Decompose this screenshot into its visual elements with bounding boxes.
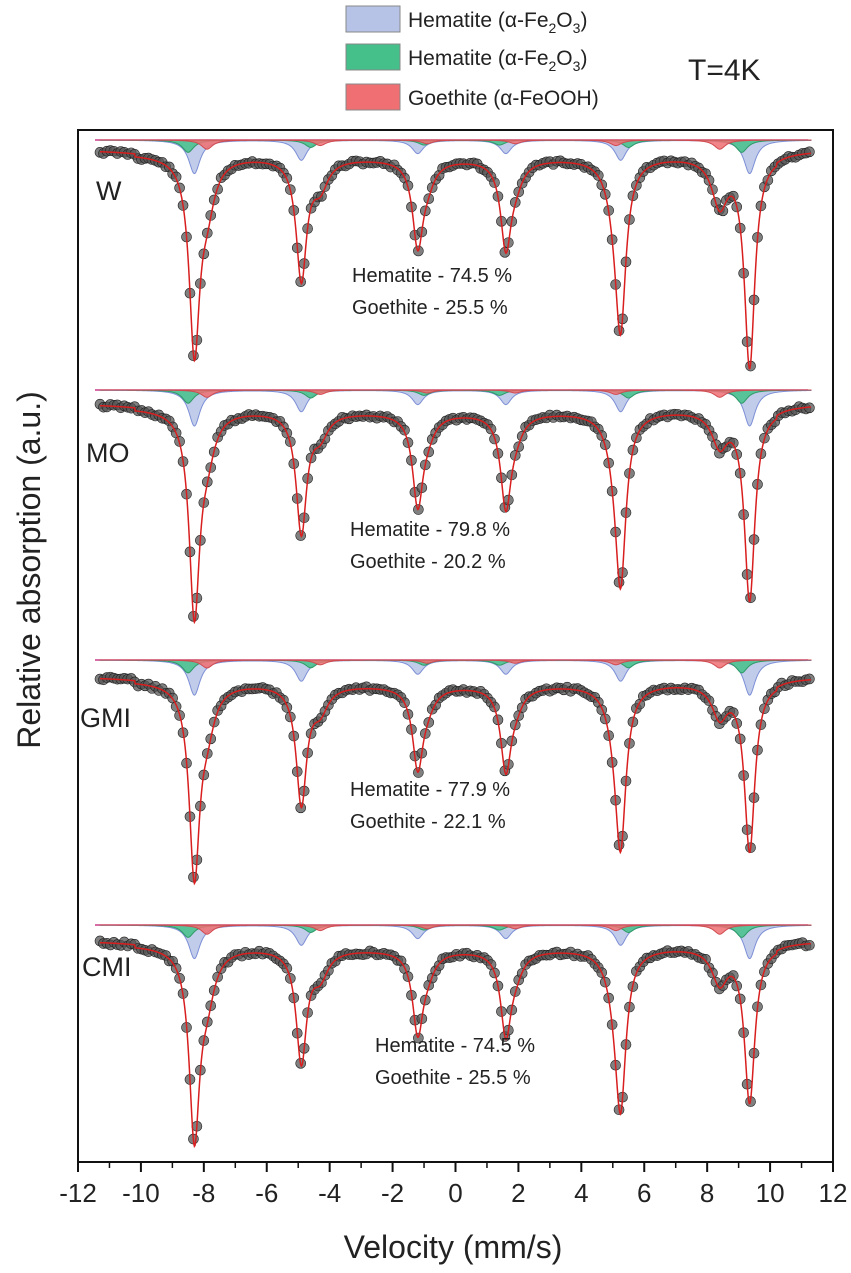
fit-line [99, 677, 812, 886]
x-tick-label: 4 [574, 1178, 588, 1208]
x-tick-label: -10 [122, 1178, 160, 1208]
x-tick-label: 10 [756, 1178, 785, 1208]
legend-item: Goethite (α-FeOOH) [345, 83, 599, 111]
sample-label: MO [86, 438, 130, 468]
data-point [717, 205, 729, 217]
data-point [727, 970, 739, 981]
x-tick-label: -12 [59, 1178, 97, 1208]
goethite-annotation: Goethite - 20.2 % [350, 551, 506, 573]
spectrum-mo: MO Hematite - 79.8 % Goethite - 20.2 % [86, 389, 815, 625]
data-point [727, 707, 739, 718]
fit-line [99, 941, 812, 1148]
spectrum-cmi: CMI Hematite - 74.5 % Goethite - 25.5 % [82, 924, 815, 1148]
sample-label: W [96, 176, 122, 206]
hematite-annotation: Hematite - 77.9 % [350, 779, 510, 801]
y-axis-label: Relative absorption (a.u.) [11, 391, 47, 749]
goethite-component [99, 389, 812, 398]
x-tick-label: 6 [637, 1178, 651, 1208]
x-tick-label: -6 [255, 1178, 278, 1208]
data-point [727, 190, 739, 202]
legend-label: Hematite (α-Fe2O3) [408, 47, 587, 74]
data-point [804, 146, 815, 158]
spectrum-w: W Hematite - 74.5 % Goethite - 25.5 % [94, 139, 815, 372]
x-axis-label: Velocity (mm/s) [344, 1229, 563, 1265]
x-axis: -12 -10 -8 -6 -4 -2 0 2 4 6 8 10 12 [59, 1162, 847, 1208]
x-tick-label: 8 [700, 1178, 714, 1208]
legend-swatch [345, 43, 401, 71]
sample-label: GMI [80, 703, 131, 733]
legend-swatch [345, 5, 401, 33]
goethite-annotation: Goethite - 25.5 % [375, 1067, 531, 1089]
legend-swatch [345, 83, 401, 111]
hematite-annotation: Hematite - 74.5 % [352, 265, 512, 287]
goethite-component [99, 139, 812, 150]
legend: Hematite (α-Fe2O3) Hematite (α-Fe2O3) Goet… [345, 5, 599, 111]
sample-label: CMI [82, 952, 132, 982]
goethite-component [99, 659, 812, 669]
data-point [804, 939, 815, 951]
hematite-annotation: Hematite - 74.5 % [375, 1035, 535, 1057]
legend-label: Goethite (α-FeOOH) [408, 87, 599, 110]
legend-item: Hematite (α-Fe2O3) [345, 43, 587, 74]
goethite-annotation: Goethite - 22.1 % [350, 811, 506, 833]
fit-line [99, 404, 812, 625]
data-point [804, 673, 815, 685]
x-tick-label: -4 [318, 1178, 341, 1208]
spectrum-gmi: GMI Hematite - 77.9 % Goethite - 22.1 % [80, 659, 815, 886]
x-tick-label: 12 [819, 1178, 848, 1208]
temperature-label: T=4K [688, 54, 761, 87]
hematite-annotation: Hematite - 79.8 % [350, 519, 510, 541]
goethite-annotation: Goethite - 25.5 % [352, 297, 508, 319]
data-point [413, 1032, 424, 1044]
spectra-group: W Hematite - 74.5 % Goethite - 25.5 % MO Hem… [80, 139, 815, 1148]
x-tick-label: 2 [511, 1178, 525, 1208]
x-tick-label: -8 [192, 1178, 215, 1208]
legend-item: Hematite (α-Fe2O3) [345, 5, 587, 36]
legend-label: Hematite (α-Fe2O3) [408, 9, 587, 36]
x-tick-label: -2 [381, 1178, 404, 1208]
fit-line [99, 150, 812, 370]
goethite-component [99, 924, 812, 935]
x-tick-label: 0 [448, 1178, 462, 1208]
